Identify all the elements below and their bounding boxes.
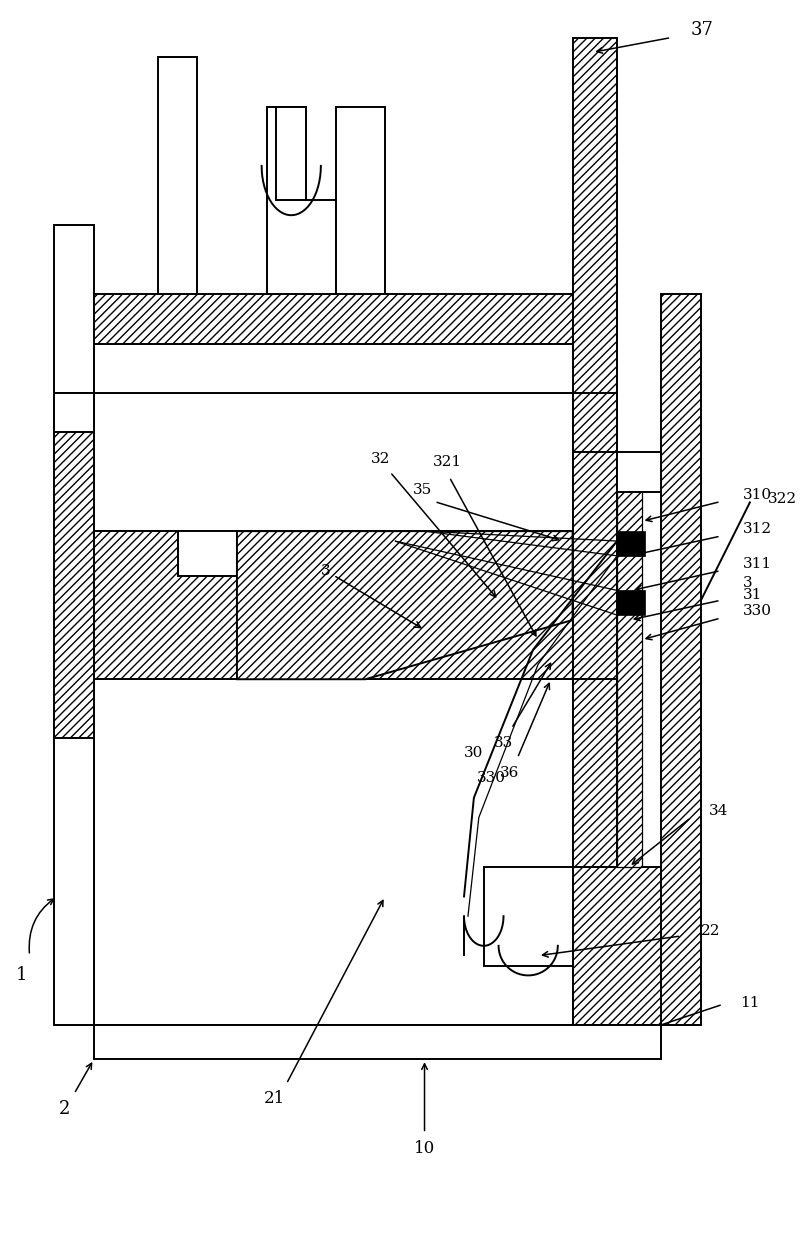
Text: 3: 3	[742, 576, 752, 590]
Text: 11: 11	[741, 996, 760, 1010]
Text: 321: 321	[433, 455, 462, 469]
Polygon shape	[336, 107, 385, 294]
Polygon shape	[54, 392, 94, 739]
Polygon shape	[54, 225, 94, 1025]
Text: 330: 330	[477, 771, 506, 785]
Polygon shape	[94, 392, 573, 1025]
Text: 1: 1	[16, 966, 27, 985]
Text: 330: 330	[742, 604, 771, 619]
Text: 312: 312	[742, 522, 771, 537]
Text: 30: 30	[464, 746, 483, 760]
Polygon shape	[158, 57, 198, 294]
Text: 3: 3	[321, 564, 421, 627]
Polygon shape	[617, 590, 645, 615]
Text: 36: 36	[500, 766, 519, 780]
Text: 10: 10	[414, 1140, 435, 1156]
Polygon shape	[573, 37, 617, 1025]
Polygon shape	[266, 107, 336, 294]
Text: 22: 22	[701, 924, 721, 938]
Polygon shape	[617, 532, 645, 556]
Text: 32: 32	[370, 452, 390, 466]
Polygon shape	[94, 532, 237, 679]
Text: 322: 322	[768, 492, 798, 505]
Text: 35: 35	[413, 483, 432, 497]
Polygon shape	[617, 452, 662, 492]
Polygon shape	[573, 392, 617, 1025]
Polygon shape	[237, 532, 573, 679]
Text: 37: 37	[691, 21, 714, 39]
Polygon shape	[94, 294, 573, 344]
Polygon shape	[573, 867, 662, 1025]
Text: 33: 33	[494, 737, 513, 750]
Text: 310: 310	[742, 488, 771, 502]
Polygon shape	[662, 294, 701, 1025]
Text: 34: 34	[709, 804, 728, 817]
Polygon shape	[94, 1025, 662, 1059]
Polygon shape	[94, 344, 143, 392]
Text: 21: 21	[264, 1090, 285, 1108]
Polygon shape	[484, 867, 573, 965]
Text: 2: 2	[58, 1099, 70, 1118]
Text: 311: 311	[742, 556, 771, 571]
Polygon shape	[617, 452, 642, 867]
Polygon shape	[94, 344, 573, 392]
Polygon shape	[237, 532, 573, 679]
Polygon shape	[54, 392, 94, 432]
Text: 31: 31	[742, 589, 762, 602]
Polygon shape	[277, 107, 306, 200]
